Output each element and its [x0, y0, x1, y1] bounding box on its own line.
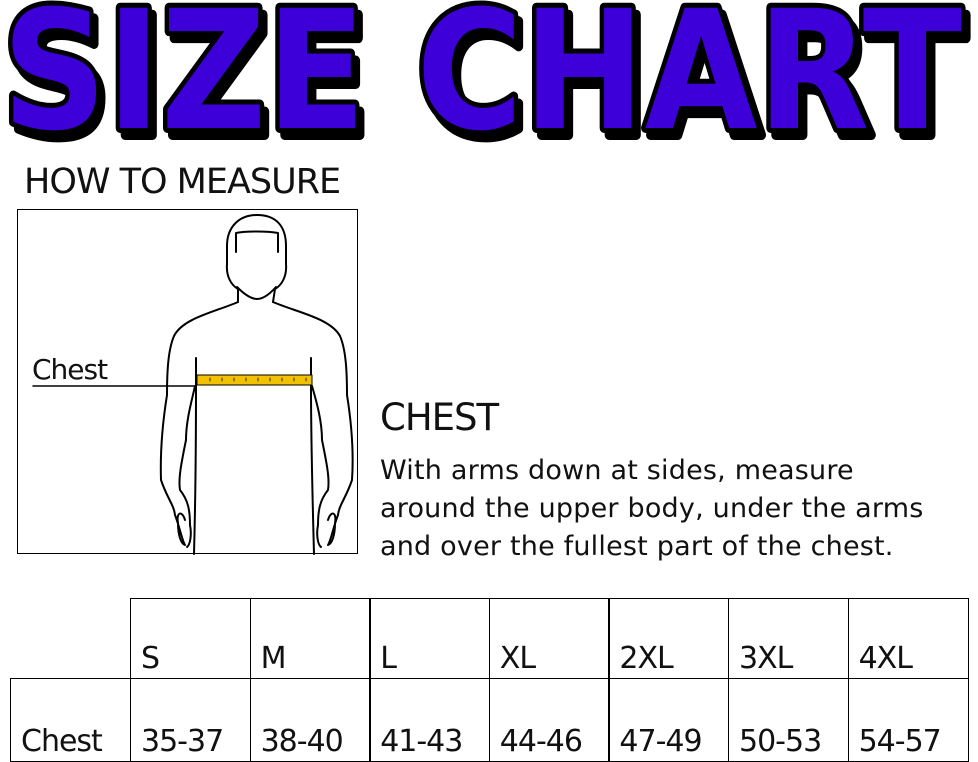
size-header-cell: 3XL: [728, 598, 849, 679]
instruction-line: around the upper body, under the arms: [380, 493, 924, 524]
size-header-cell: S: [130, 598, 251, 679]
measurement-value: 38-40: [260, 724, 344, 759]
row-label-cell: Chest: [10, 678, 131, 762]
size-header-cell: XL: [488, 598, 610, 679]
title-text: SIZE CHART: [2, 0, 962, 150]
measurement-cell: 35-37: [130, 678, 251, 762]
left-inner-arm: [178, 385, 196, 548]
size-header-cell: 2XL: [608, 598, 730, 679]
measurement-cell: 44-46: [488, 678, 610, 762]
size-chart-title: SIZE CHART: [0, 0, 967, 150]
face-outline: [236, 286, 277, 300]
size-header-cell: M: [249, 598, 371, 679]
right-inner-arm: [311, 385, 330, 548]
right-torso-side: [310, 357, 315, 555]
measurement-cell: 50-53: [728, 678, 849, 762]
measurement-cell: 54-57: [847, 678, 969, 762]
size-header-cell: L: [369, 598, 491, 679]
instruction-line: With arms down at sides, measure: [380, 455, 854, 486]
right-arm-outline: [272, 301, 354, 546]
size-header-cell: 4XL: [847, 598, 969, 679]
measurement-cell: 47-49: [608, 678, 730, 762]
measurement-value: 47-49: [619, 724, 702, 759]
hairline: [235, 230, 279, 253]
measurement-value: 50-53: [739, 724, 822, 759]
tape-ticks: [209, 377, 307, 382]
how-to-measure-heading: HOW TO MEASURE: [24, 162, 341, 202]
instruction-line: and over the fullest part of the chest.: [380, 531, 894, 562]
measurement-cell: 41-43: [369, 678, 491, 762]
size-label: S: [141, 641, 160, 676]
measurement-value: 54-57: [858, 724, 942, 759]
measurement-value: 35-37: [141, 724, 224, 759]
row-label: Chest: [21, 724, 103, 759]
measurement-value: 44-46: [499, 724, 583, 759]
chest-instructions: With arms down at sides, measure around …: [380, 452, 978, 566]
measurement-value: 41-43: [380, 724, 463, 759]
size-label: M: [260, 641, 287, 676]
measurement-cell: 38-40: [249, 678, 371, 762]
size-label: 3XL: [739, 641, 793, 676]
size-label: L: [380, 641, 397, 676]
measurement-figure: [17, 209, 358, 554]
size-label: XL: [499, 641, 536, 676]
left-torso-side: [193, 357, 197, 555]
size-label: 4XL: [858, 641, 913, 676]
figure-chest-label: Chest: [32, 353, 108, 386]
head-outline: [225, 214, 288, 303]
size-label: 2XL: [619, 641, 673, 676]
left-arm-outline: [159, 301, 239, 546]
chest-heading: CHEST: [380, 396, 499, 439]
measuring-tape: [196, 374, 313, 386]
